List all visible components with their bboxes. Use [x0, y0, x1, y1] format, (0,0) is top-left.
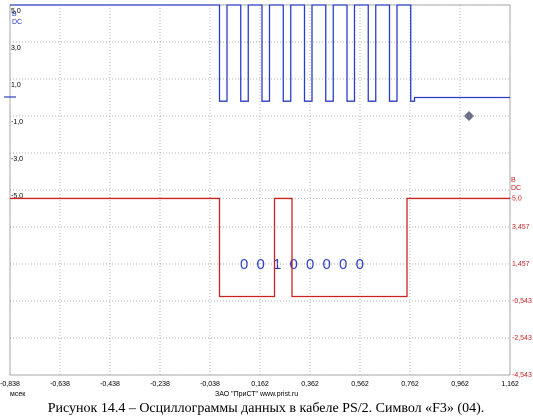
bit-annotation: 0 0 1 0 0 0 0 0 [240, 256, 366, 273]
x-tick-label: -0,838 [0, 381, 20, 388]
y-tick-label: 1,0 [11, 82, 21, 89]
y2-tick-label: 5,0 [512, 195, 522, 202]
trace [10, 4, 510, 102]
x-tick-label: 0,562 [351, 381, 369, 388]
x-tick-label: 0,162 [251, 381, 269, 388]
caption: Рисунок 14.4 – Осциллограммы данных в ка… [48, 401, 485, 416]
y2-tick-label: -4,543 [512, 372, 532, 379]
y-tick-label: 5,0 [11, 8, 21, 15]
footer: ЗАО "ПриСТ" www.prist.ru [215, 391, 298, 398]
x-tick-label: 0,362 [301, 381, 319, 388]
y-tick-label: -5,0 [11, 193, 23, 200]
x-tick-label: -0,238 [150, 381, 170, 388]
y2-tick-label: 3,457 [512, 224, 530, 231]
y-tick-label: 3,0 [11, 45, 21, 52]
x-tick-label: -0,038 [200, 381, 220, 388]
x-axis-label: мсек [10, 391, 26, 398]
x-tick-label: 0,762 [401, 381, 419, 388]
x-tick-label: 1,162 [501, 381, 519, 388]
y-tick-label: -1,0 [11, 119, 23, 126]
trace [10, 197, 510, 298]
y2-tick-label: -0,543 [512, 298, 532, 305]
y-unit: DC [12, 19, 22, 26]
x-tick-label: 0,962 [451, 381, 469, 388]
x-tick-label: -0,638 [50, 381, 70, 388]
y2-unit: DC [511, 185, 521, 192]
x-tick-label: -0,438 [100, 381, 120, 388]
y-tick-label: -3,0 [11, 156, 23, 163]
y2-tick-label: -2,543 [512, 335, 532, 342]
y2-unit: B [511, 177, 516, 184]
y2-tick-label: 1,457 [512, 261, 530, 268]
y-unit: B [12, 11, 17, 18]
